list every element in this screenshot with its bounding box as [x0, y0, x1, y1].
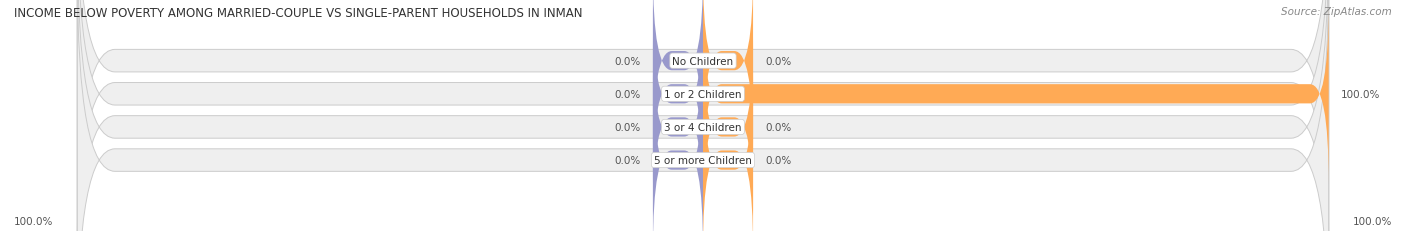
Text: 5 or more Children: 5 or more Children [654, 155, 752, 165]
FancyBboxPatch shape [652, 38, 703, 217]
FancyBboxPatch shape [703, 71, 754, 231]
Text: 0.0%: 0.0% [765, 155, 792, 165]
Text: 0.0%: 0.0% [614, 122, 641, 132]
FancyBboxPatch shape [652, 71, 703, 231]
FancyBboxPatch shape [652, 5, 703, 184]
Text: 100.0%: 100.0% [1341, 89, 1381, 99]
Text: 0.0%: 0.0% [765, 122, 792, 132]
FancyBboxPatch shape [77, 0, 1329, 231]
FancyBboxPatch shape [77, 0, 1329, 231]
Text: 1 or 2 Children: 1 or 2 Children [664, 89, 742, 99]
Text: 100.0%: 100.0% [14, 216, 53, 226]
Text: 100.0%: 100.0% [1353, 216, 1392, 226]
Text: 0.0%: 0.0% [765, 56, 792, 66]
Text: Source: ZipAtlas.com: Source: ZipAtlas.com [1281, 7, 1392, 17]
Text: 0.0%: 0.0% [614, 56, 641, 66]
Text: 0.0%: 0.0% [614, 155, 641, 165]
FancyBboxPatch shape [77, 0, 1329, 231]
Text: 3 or 4 Children: 3 or 4 Children [664, 122, 742, 132]
Text: 0.0%: 0.0% [614, 89, 641, 99]
Text: No Children: No Children [672, 56, 734, 66]
FancyBboxPatch shape [703, 5, 1329, 184]
FancyBboxPatch shape [703, 38, 754, 217]
Text: INCOME BELOW POVERTY AMONG MARRIED-COUPLE VS SINGLE-PARENT HOUSEHOLDS IN INMAN: INCOME BELOW POVERTY AMONG MARRIED-COUPL… [14, 7, 582, 20]
FancyBboxPatch shape [703, 0, 754, 151]
FancyBboxPatch shape [652, 0, 703, 151]
FancyBboxPatch shape [77, 0, 1329, 231]
